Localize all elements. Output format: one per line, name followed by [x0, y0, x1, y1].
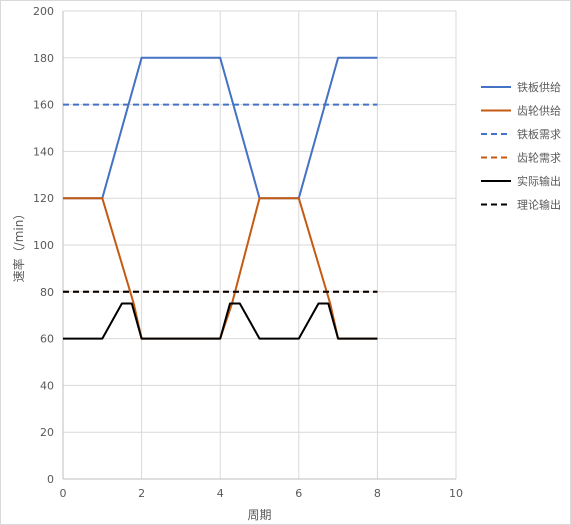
grid-lines: [63, 10, 457, 479]
y-tick-label: 0: [47, 473, 54, 486]
x-tick-label: 2: [138, 487, 145, 500]
legend-label-5: 理论输出: [517, 198, 561, 212]
x-tick-label: 4: [217, 487, 224, 500]
x-tick-label: 6: [295, 487, 302, 500]
y-tick-label: 40: [40, 379, 54, 392]
x-tick-label: 10: [449, 487, 463, 500]
series-lines: [63, 56, 378, 340]
x-axis-title: 周期: [247, 508, 271, 522]
y-tick-labels: 0 20 40 60 80 100 120 140 160 180 200: [33, 5, 54, 486]
y-tick-label: 60: [40, 333, 54, 346]
series-line-0: [63, 56, 378, 200]
legend-label-1: 齿轮供给: [517, 104, 561, 118]
y-axis-title: 速率（/min）: [11, 208, 26, 283]
y-tick-label: 160: [33, 99, 54, 112]
legend-label-4: 实际输出: [517, 174, 561, 188]
legend-label-0: 铁板供给: [517, 80, 561, 94]
x-tick-labels: 0 2 4 6 8 10: [60, 487, 464, 500]
y-tick-label: 80: [40, 286, 54, 299]
x-tick-label: 8: [374, 487, 381, 500]
legend-label-2: 铁板需求: [517, 127, 561, 141]
series-line-4: [63, 302, 378, 340]
y-tick-label: 140: [33, 145, 54, 158]
y-tick-label: 120: [33, 192, 54, 205]
y-tick-label: 200: [33, 5, 54, 18]
y-tick-label: 180: [33, 52, 54, 65]
legend-label-3: 齿轮需求: [517, 151, 561, 165]
y-tick-label: 20: [40, 426, 54, 439]
axes: [62, 11, 456, 480]
y-tick-label: 100: [33, 239, 54, 252]
x-tick-label: 0: [60, 487, 67, 500]
